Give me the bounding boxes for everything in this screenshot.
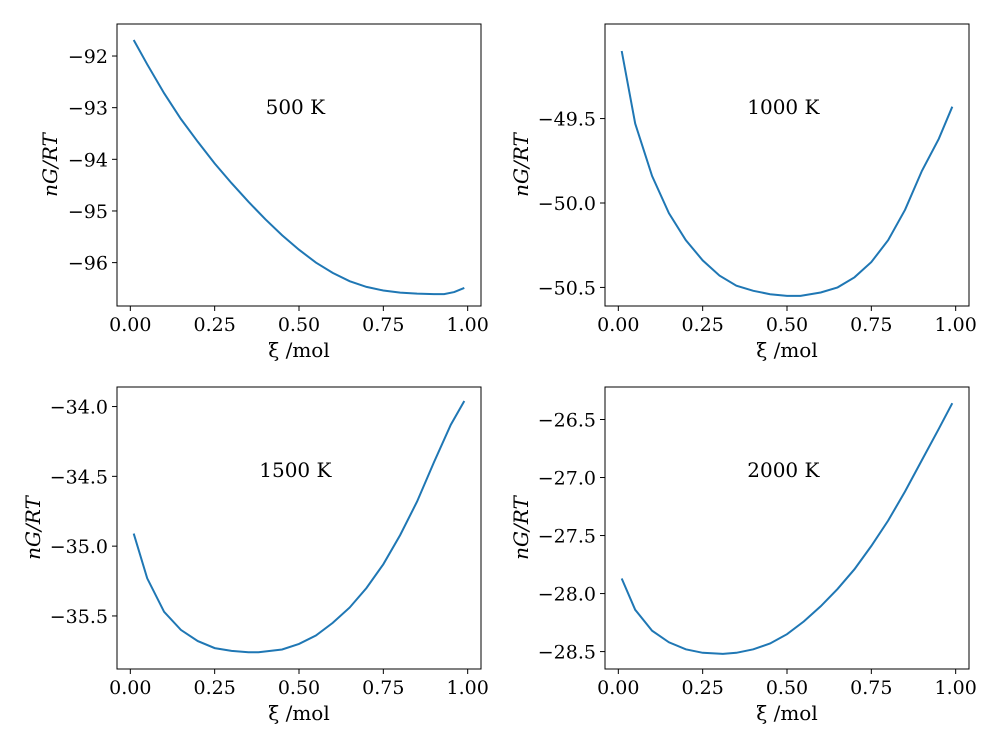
x-tick-label: 0.00	[109, 677, 151, 699]
series-line	[620, 50, 954, 297]
x-tick-label: 1.00	[935, 314, 977, 336]
y-axis-label: nG/RT	[509, 495, 533, 560]
y-tick-label: −28.5	[538, 642, 596, 664]
x-tick-label: 0.25	[194, 677, 236, 699]
x-tick-label: 0.75	[850, 677, 892, 699]
y-tick-label: −34.5	[50, 466, 108, 488]
x-tick-label: 0.00	[597, 314, 639, 336]
x-tick-label: 0.50	[766, 677, 808, 699]
temperature-annotation: 1500 K	[259, 458, 332, 482]
y-axis-label: nG/RT	[21, 495, 45, 560]
x-tick-label: 0.00	[597, 677, 639, 699]
x-axis-label: ξ /mol	[756, 701, 818, 725]
y-tick-label: −93	[68, 98, 108, 120]
y-tick-label: −34.0	[50, 397, 108, 419]
x-tick-label: 0.75	[850, 314, 892, 336]
chart-panel-1: 0.00 0.25 0.50 0.75 1.00 −92 −93 −94 −95 −96 ξ /mo…	[38, 23, 489, 362]
y-tick-label: −35.5	[50, 606, 108, 628]
y-tick-label: −92	[68, 46, 108, 68]
y-tick-label: −28.0	[538, 584, 596, 606]
x-tick-label: 0.75	[362, 314, 404, 336]
temperature-annotation: 500 K	[266, 95, 327, 119]
x-tick-label: 0.25	[682, 677, 724, 699]
temperature-annotation: 1000 K	[747, 95, 820, 119]
x-tick-label: 0.50	[278, 677, 320, 699]
x-tick-label: 0.75	[362, 677, 404, 699]
y-tick-label: −49.5	[538, 109, 596, 131]
y-tick-label: −95	[68, 201, 108, 223]
y-tick-label: −50.5	[538, 277, 596, 299]
x-axis-label: ξ /mol	[268, 338, 330, 362]
x-tick-label: 1.00	[935, 677, 977, 699]
x-tick-label: 0.25	[194, 314, 236, 336]
chart-panel-2: 0.00 0.25 0.50 0.75 1.00 −49.5 −50.0 −50.5 ξ /mo…	[509, 23, 977, 362]
x-tick-label: 1.00	[447, 677, 489, 699]
y-tick-label: −27.0	[538, 468, 596, 490]
series-line	[620, 402, 954, 655]
y-axis-label: nG/RT	[509, 132, 533, 197]
chart-panel-3: 0.00 0.25 0.50 0.75 1.00 −34.0 −34.5 −35.0 −35.5…	[21, 386, 489, 725]
x-tick-label: 0.00	[109, 314, 151, 336]
x-tick-label: 0.25	[682, 314, 724, 336]
x-axis-label: ξ /mol	[756, 338, 818, 362]
y-tick-label: −27.5	[538, 526, 596, 548]
x-tick-label: 1.00	[447, 314, 489, 336]
y-axis-label: nG/RT	[38, 132, 62, 197]
y-tick-label: −26.5	[538, 409, 596, 431]
y-tick-label: −96	[68, 253, 108, 275]
x-tick-label: 0.50	[766, 314, 808, 336]
y-tick-label: −50.0	[538, 193, 596, 215]
y-tick-label: −94	[68, 149, 108, 171]
series-line	[132, 39, 465, 296]
series-line	[132, 400, 466, 654]
x-axis-label: ξ /mol	[268, 701, 330, 725]
y-tick-label: −35.0	[50, 536, 108, 558]
temperature-annotation: 2000 K	[747, 458, 820, 482]
x-tick-label: 0.50	[278, 314, 320, 336]
chart-panel-4: 0.00 0.25 0.50 0.75 1.00 −26.5 −27.0 −27.5 −28.0…	[509, 386, 977, 725]
